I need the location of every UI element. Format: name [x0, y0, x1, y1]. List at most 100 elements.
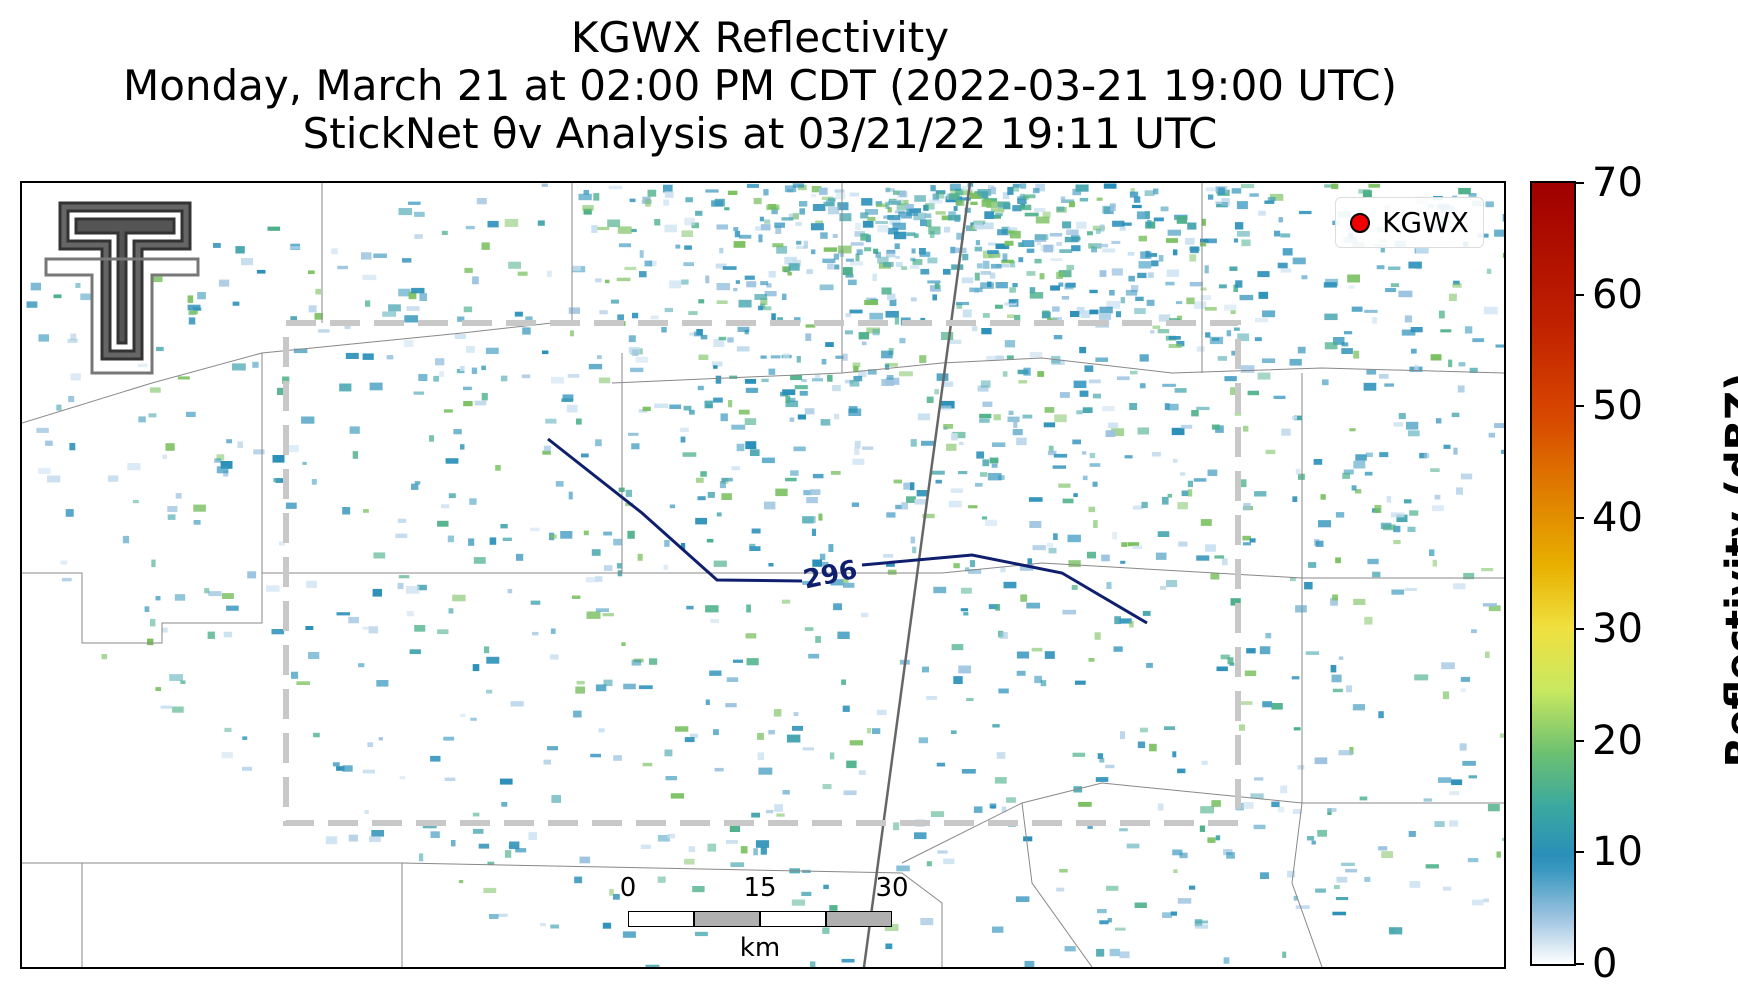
echo-pixel: [785, 395, 791, 403]
echo-pixel: [1295, 468, 1301, 475]
echo-pixel: [1226, 330, 1232, 337]
echo-pixel: [630, 367, 644, 373]
echo-pixel: [931, 470, 945, 475]
colorbar-tick-label: 50: [1592, 383, 1643, 430]
echo-pixel: [877, 256, 889, 264]
echo-pixel: [713, 729, 719, 736]
echo-pixel: [47, 475, 61, 483]
echo-pixel: [413, 391, 424, 395]
echo-pixel: [1280, 233, 1291, 238]
echo-pixel: [621, 642, 626, 646]
echo-pixel: [901, 266, 908, 270]
echo-pixel: [1240, 365, 1255, 373]
echo-pixel: [1062, 609, 1077, 615]
echo-pixel: [1364, 309, 1378, 313]
echo-pixel: [483, 887, 497, 893]
echo-pixel: [744, 275, 755, 280]
echo-pixel: [707, 491, 715, 498]
legend-label: KGWX: [1382, 206, 1469, 239]
reflectivity-echoes: [26, 183, 1504, 967]
echo-pixel: [893, 190, 905, 195]
echo-pixel: [716, 224, 728, 230]
echo-pixel: [583, 190, 590, 195]
echo-pixel: [398, 575, 410, 579]
echo-pixel: [1028, 497, 1043, 502]
echo-pixel: [943, 424, 953, 429]
echo-pixel: [980, 472, 988, 477]
echo-pixel: [1020, 183, 1027, 189]
echo-pixel: [1324, 342, 1338, 350]
echo-pixel: [301, 416, 315, 424]
echo-pixel: [1204, 238, 1217, 244]
echo-pixel: [727, 337, 734, 343]
echo-pixel: [1120, 297, 1126, 304]
echo-pixel: [1187, 480, 1193, 488]
echo-pixel: [151, 559, 156, 567]
echo-pixel: [1494, 423, 1504, 428]
echo-pixel: [766, 204, 780, 211]
echo-pixel: [1315, 540, 1324, 547]
echo-pixel: [349, 426, 360, 434]
echo-pixel: [318, 329, 330, 333]
echo-pixel: [926, 861, 932, 867]
echo-pixel: [186, 411, 196, 417]
echo-pixel: [837, 245, 852, 254]
echo-pixel: [698, 354, 709, 360]
echo-pixel: [583, 530, 589, 536]
scale-tick-30: 30: [875, 873, 909, 903]
echo-pixel: [737, 326, 750, 332]
echo-pixel: [795, 222, 802, 226]
echo-pixel: [1471, 899, 1484, 906]
echo-pixel: [1301, 275, 1308, 280]
echo-pixel: [829, 905, 838, 911]
echo-pixel: [899, 337, 906, 344]
echo-pixel: [736, 346, 750, 352]
echo-pixel: [566, 404, 578, 413]
echo-pixel: [1325, 278, 1339, 287]
echo-pixel: [1243, 542, 1251, 546]
echo-pixel: [1049, 233, 1063, 237]
echo-pixel: [1332, 688, 1343, 693]
echo-pixel: [1092, 481, 1098, 487]
echo-pixel: [602, 922, 612, 929]
echo-pixel: [1330, 598, 1338, 606]
echo-pixel: [45, 440, 53, 446]
echo-pixel: [460, 444, 465, 450]
echo-pixel: [1389, 927, 1403, 935]
echo-pixel: [38, 467, 51, 474]
echo-pixel: [1048, 547, 1057, 554]
echo-pixel: [899, 199, 909, 206]
echo-pixel: [1102, 406, 1115, 412]
echo-pixel: [1317, 829, 1327, 837]
echo-pixel: [1295, 605, 1307, 613]
echo-pixel: [1452, 283, 1462, 288]
county-line: [622, 562, 1504, 579]
radar-map[interactable]: 296 KGWX 0 15 30 km: [20, 181, 1506, 969]
echo-pixel: [819, 187, 828, 195]
echo-pixel: [609, 888, 614, 896]
echo-pixel: [691, 222, 699, 229]
echo-pixel: [1226, 852, 1235, 859]
echo-pixel: [918, 737, 928, 744]
echo-pixel: [939, 405, 952, 411]
echo-pixel: [1253, 824, 1266, 830]
echo-pixel: [895, 255, 900, 259]
echo-pixel: [122, 535, 130, 544]
echo-pixel: [468, 538, 475, 546]
echo-pixel: [1384, 383, 1394, 387]
echo-pixel: [406, 611, 414, 617]
echo-pixel: [1082, 407, 1093, 413]
echo-pixel: [777, 317, 783, 321]
echo-pixel: [1180, 472, 1186, 476]
echo-pixel: [613, 894, 620, 900]
echo-pixel: [796, 356, 801, 363]
echo-pixel: [705, 605, 719, 613]
echo-pixel: [555, 481, 564, 487]
echo-pixel: [573, 710, 582, 718]
echo-pixel: [910, 257, 916, 262]
echo-pixel: [775, 488, 788, 497]
echo-pixel: [1485, 201, 1494, 208]
echo-pixel: [774, 804, 783, 812]
echo-pixel: [1023, 367, 1031, 376]
echo-pixel: [1186, 297, 1195, 305]
